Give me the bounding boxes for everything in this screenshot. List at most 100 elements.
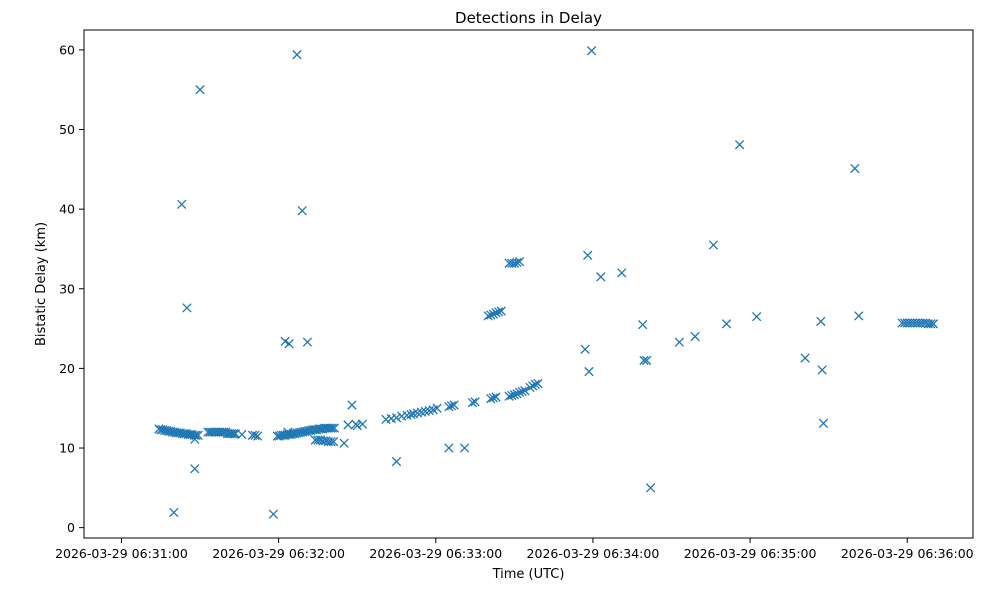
data-point: [850, 163, 860, 174]
data-point: [446, 401, 457, 411]
data-point: [189, 430, 199, 440]
data-point: [292, 50, 302, 60]
data-point: [512, 389, 522, 399]
data-point: [467, 397, 478, 408]
data-point: [357, 419, 368, 429]
data-point: [817, 365, 827, 375]
data-point: [926, 319, 936, 329]
data-point: [520, 386, 530, 396]
data-point: [638, 319, 648, 330]
data-point: [639, 355, 649, 366]
data-point: [533, 378, 543, 389]
data-markers: [154, 46, 939, 519]
data-point: [816, 316, 826, 327]
data-point: [674, 337, 685, 347]
y-tick-label: 60: [59, 42, 75, 57]
data-point: [329, 423, 340, 433]
data-point: [325, 423, 336, 433]
data-point: [253, 431, 263, 441]
data-point: [493, 307, 504, 317]
data-point: [190, 434, 200, 444]
data-point: [486, 310, 496, 320]
data-point: [190, 464, 200, 474]
data-point: [491, 308, 501, 318]
data-point: [800, 353, 810, 363]
data-point: [228, 429, 239, 439]
data-point: [343, 420, 353, 430]
data-point: [391, 456, 402, 467]
data-point: [488, 309, 499, 319]
y-axis-title: Bistatic Delay (km): [34, 222, 49, 346]
data-point: [507, 390, 517, 401]
data-point: [514, 387, 525, 397]
x-axis: 2026-03-29 06:31:00 2026-03-29 06:32:00 20…: [55, 538, 974, 561]
data-point: [690, 331, 700, 342]
data-point: [217, 427, 227, 437]
data-point: [641, 355, 652, 366]
data-point: [491, 392, 501, 402]
data-point: [250, 430, 260, 440]
x-axis-title: Time (UTC): [492, 567, 565, 582]
data-point: [528, 381, 538, 391]
data-point: [583, 250, 593, 260]
data-point: [509, 390, 520, 400]
y-tick-label: 10: [59, 441, 75, 456]
data-point: [169, 507, 179, 518]
data-point: [512, 257, 522, 268]
data-point: [327, 423, 337, 433]
data-point: [504, 391, 514, 401]
x-tick-label: 2026-03-29 06:31:00: [55, 546, 188, 561]
data-point: [328, 436, 339, 447]
y-tick-label: 20: [59, 361, 75, 376]
data-point: [283, 427, 293, 437]
x-tick-label: 2026-03-29 06:36:00: [841, 546, 974, 561]
data-point: [514, 257, 525, 267]
data-point: [391, 413, 402, 423]
x-tick-label: 2026-03-29 06:34:00: [527, 546, 660, 561]
data-point: [580, 344, 590, 354]
x-tick-label: 2026-03-29 06:32:00: [212, 546, 345, 561]
data-point: [488, 393, 499, 403]
data-point: [284, 339, 294, 349]
data-point: [708, 240, 719, 250]
data-point: [339, 438, 349, 448]
data-point: [326, 436, 336, 447]
data-point: [177, 199, 187, 210]
data-point: [226, 429, 237, 439]
data-point: [525, 382, 535, 393]
data-point: [432, 403, 442, 413]
data-point: [596, 272, 606, 282]
data-point: [617, 268, 627, 278]
data-point: [182, 303, 192, 313]
y-tick-label: 0: [67, 520, 75, 535]
data-point: [586, 46, 597, 56]
chart-title: Detections in Delay: [455, 9, 602, 27]
data-point: [237, 429, 247, 440]
y-tick-label: 40: [59, 202, 75, 217]
data-point: [928, 319, 939, 329]
data-point: [751, 311, 762, 322]
data-point: [297, 206, 307, 216]
data-point: [854, 311, 864, 321]
data-point: [584, 366, 594, 377]
data-point: [444, 401, 454, 412]
data-point: [347, 400, 357, 410]
y-tick-label: 50: [59, 122, 75, 137]
plot-frame: [83, 29, 974, 539]
data-point: [268, 509, 279, 519]
y-tick-label: 30: [59, 281, 75, 296]
data-point: [721, 319, 732, 329]
data-point: [734, 139, 745, 150]
data-point: [449, 400, 459, 410]
data-point: [195, 85, 205, 95]
data-point: [470, 397, 480, 407]
data-point: [302, 337, 313, 347]
data-point: [818, 418, 829, 429]
data-point: [645, 483, 656, 493]
x-tick-label: 2026-03-29 06:33:00: [369, 546, 502, 561]
y-axis: 0 10 20 30 40 50 60: [59, 42, 84, 535]
x-tick-label: 2026-03-29 06:35:00: [684, 546, 817, 561]
data-point: [351, 419, 361, 429]
